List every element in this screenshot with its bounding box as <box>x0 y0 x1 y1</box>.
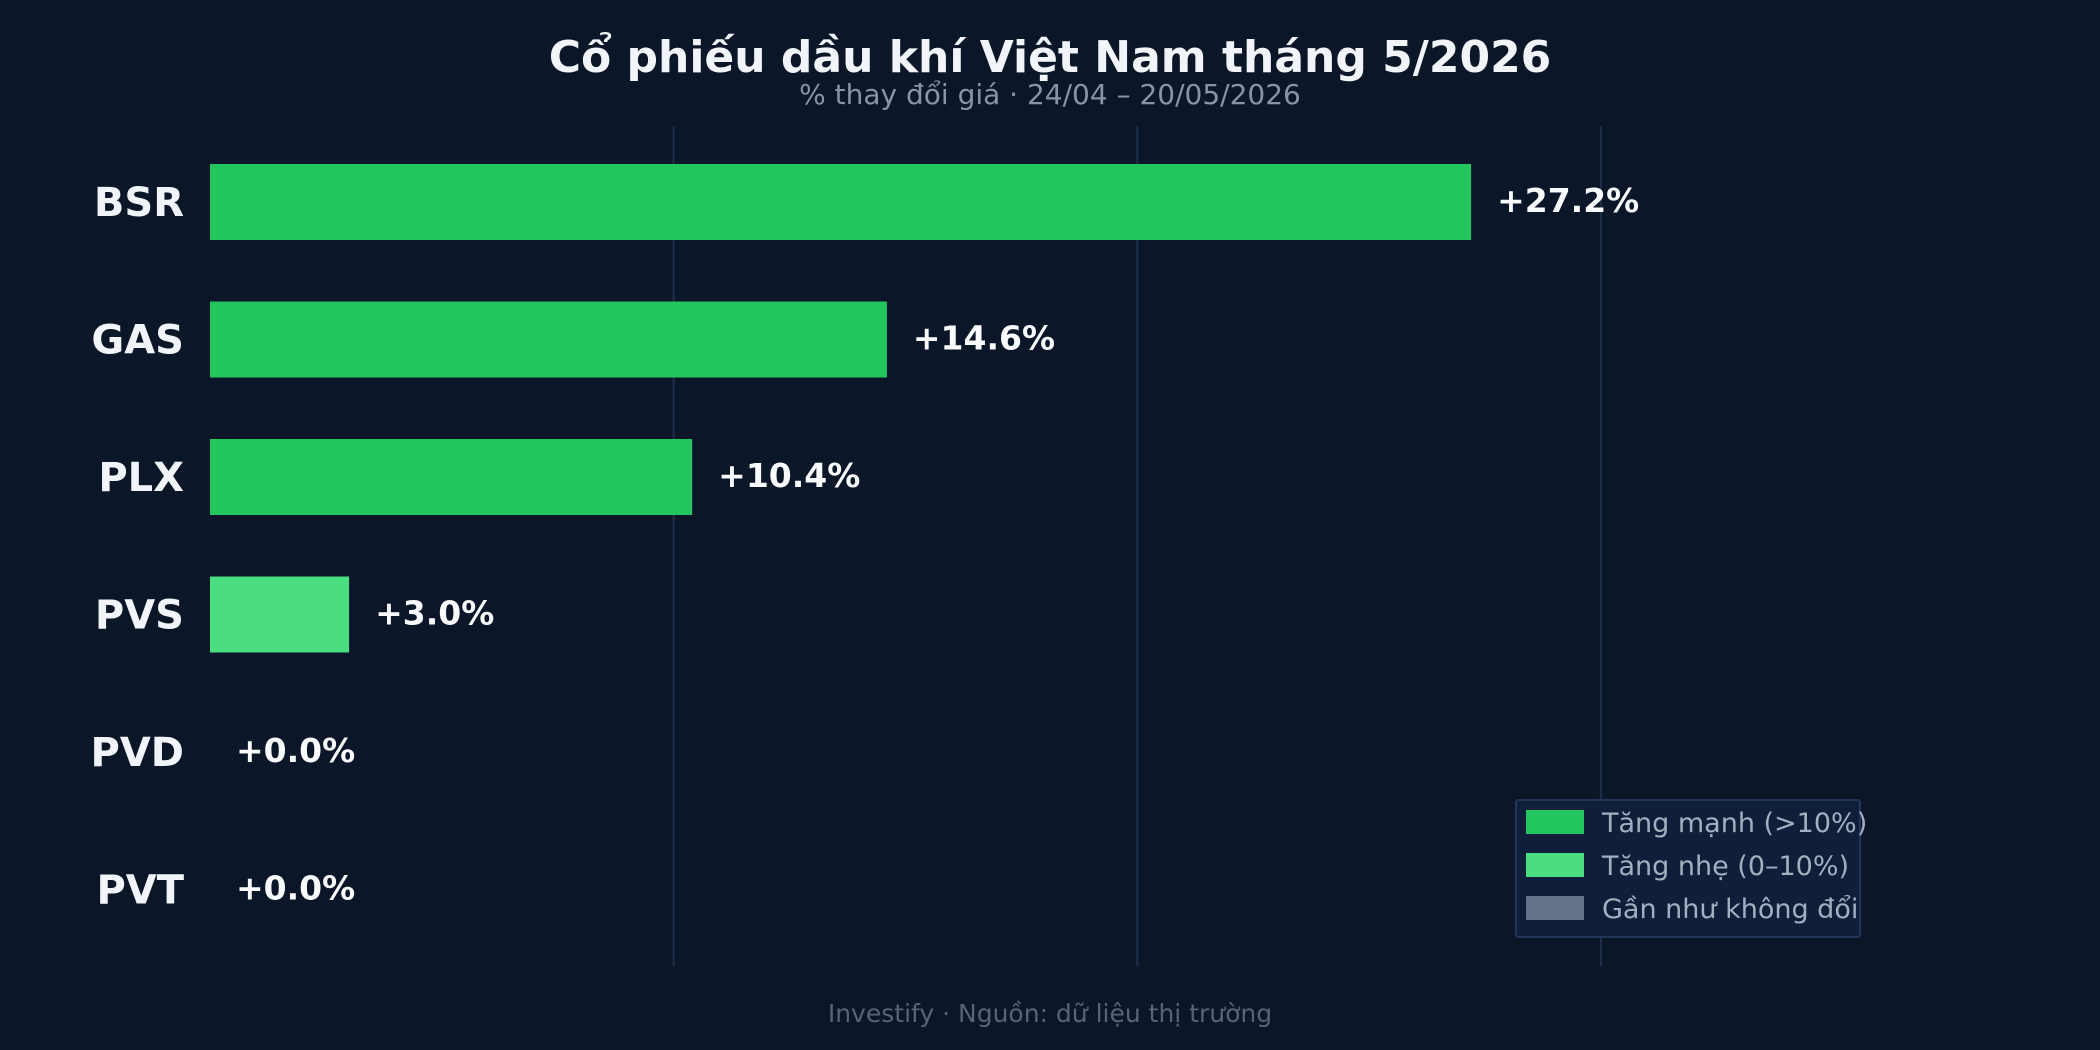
chart-title: Cổ phiếu dầu khí Việt Nam tháng 5/2026 <box>549 31 1552 83</box>
value-label: +27.2% <box>1497 181 1639 220</box>
value-label: +14.6% <box>913 319 1055 358</box>
legend-swatch <box>1526 853 1584 877</box>
bar <box>210 576 350 653</box>
bar <box>210 164 1472 240</box>
legend-box <box>1515 799 1861 938</box>
value-label: +0.0% <box>236 869 355 908</box>
category-label: BSR <box>94 180 184 226</box>
value-label: +3.0% <box>375 594 494 633</box>
legend-label: Tăng nhẹ (0–10%) <box>1601 851 1849 882</box>
legend-swatch <box>1526 896 1584 920</box>
legend-label: Gần như không đổi <box>1602 894 1858 925</box>
category-label: PVS <box>95 593 184 639</box>
value-label: +10.4% <box>718 456 860 495</box>
bar <box>210 439 693 515</box>
category-label: PLX <box>98 455 184 501</box>
bars-group: BSR +27.2% GAS +14.6% PLX +10.4% PVS +3.0% PVD +0… <box>91 164 1639 914</box>
legend-label: Tăng mạnh (>10%) <box>1601 808 1867 839</box>
category-label: PVT <box>96 868 184 914</box>
chart-subtitle: % thay đổi giá · 24/04 – 20/05/2026 <box>799 78 1301 111</box>
category-label: PVD <box>91 730 184 776</box>
legend-swatch <box>1526 810 1584 834</box>
bar <box>210 301 887 378</box>
category-label: GAS <box>91 318 184 364</box>
chart-footer: Investify · Nguồn: dữ liệu thị trường <box>828 999 1272 1028</box>
value-label: +0.0% <box>236 731 355 770</box>
legend: Tăng mạnh (>10%) Tăng nhẹ (0–10%) Gần như … <box>1515 799 1867 938</box>
